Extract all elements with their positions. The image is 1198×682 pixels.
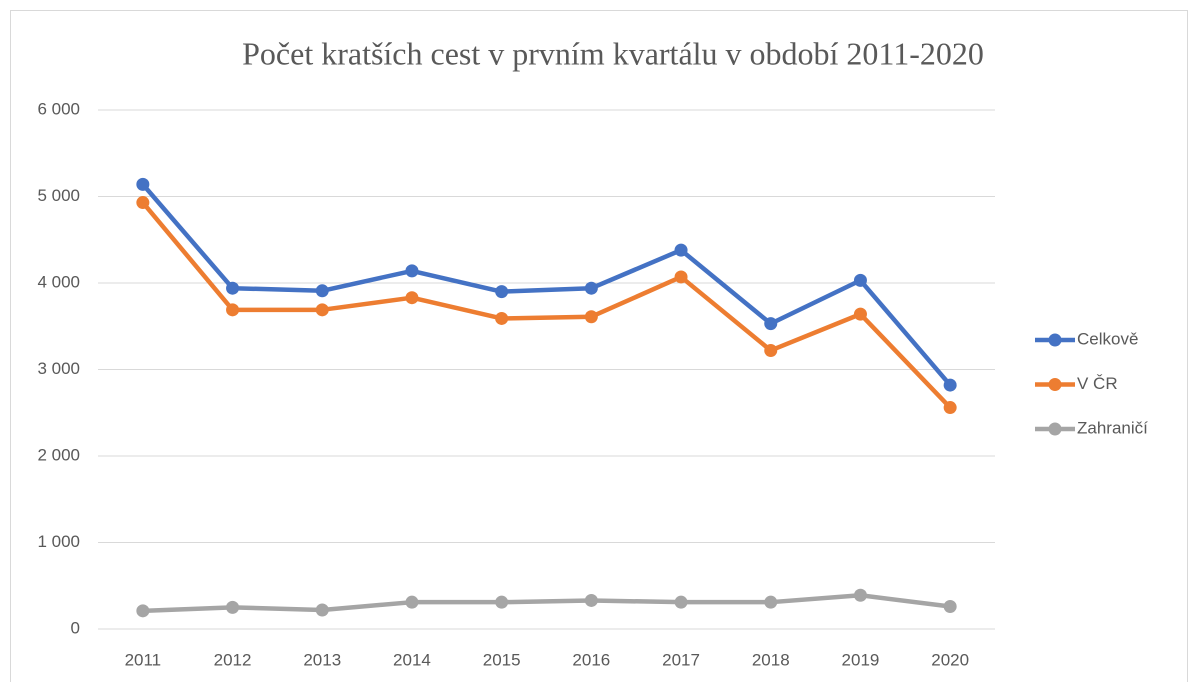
y-tick-label: 1 000 (37, 532, 80, 551)
x-tick-label: 2014 (393, 650, 431, 669)
data-point (136, 196, 150, 210)
x-tick-label: 2013 (303, 650, 341, 669)
data-point (764, 343, 778, 357)
data-point (495, 285, 509, 299)
data-point (943, 378, 957, 392)
data-point (226, 303, 240, 317)
data-point (674, 243, 688, 257)
y-tick-label: 5 000 (37, 186, 80, 205)
series-line (141, 182, 952, 387)
data-point (584, 281, 598, 295)
y-tick-label: 0 (71, 618, 80, 637)
x-tick-label: 2011 (125, 650, 162, 669)
data-point (584, 310, 598, 324)
y-tick-label: 3 000 (37, 359, 80, 378)
y-tick-label: 2 000 (37, 445, 80, 464)
x-tick-label: 2020 (931, 650, 969, 669)
x-tick-label: 2016 (572, 650, 610, 669)
data-point (315, 603, 329, 617)
series-line (142, 593, 951, 614)
legend-marker (1048, 378, 1062, 391)
y-tick-label: 4 000 (37, 272, 80, 291)
x-tick-label: 2012 (214, 650, 252, 669)
y-tick-label: 6 000 (37, 99, 80, 118)
legend-label: Celkově (1077, 329, 1138, 348)
data-point (674, 595, 688, 609)
data-point (136, 177, 150, 191)
data-point (405, 291, 419, 305)
data-point (315, 284, 329, 298)
data-point (495, 311, 509, 325)
data-point (943, 401, 957, 415)
legend-marker (1048, 333, 1062, 347)
data-point (315, 303, 329, 317)
chart-title: Počet kratších cest v prvním kvartálu v … (242, 35, 984, 71)
data-point (405, 595, 419, 609)
x-tick-label: 2019 (842, 650, 880, 669)
data-point (226, 281, 240, 295)
data-point (495, 595, 509, 609)
data-point (584, 593, 598, 607)
legend-label: Zahraničí (1077, 418, 1148, 437)
data-point (405, 264, 419, 278)
legend-label: V ČR (1077, 374, 1118, 393)
data-point (226, 600, 240, 614)
legend-marker (1048, 422, 1062, 436)
data-point (674, 270, 688, 284)
x-tick-label: 2017 (662, 650, 700, 669)
x-tick-label: 2015 (483, 650, 521, 669)
series-line (141, 201, 952, 410)
data-point (853, 273, 867, 287)
data-point (853, 588, 867, 602)
data-point (136, 604, 150, 618)
data-point (943, 600, 957, 614)
x-tick-label: 2018 (752, 650, 790, 669)
data-point (764, 317, 778, 331)
data-point (853, 307, 867, 321)
data-point (764, 595, 778, 609)
chart-border (10, 10, 1188, 682)
